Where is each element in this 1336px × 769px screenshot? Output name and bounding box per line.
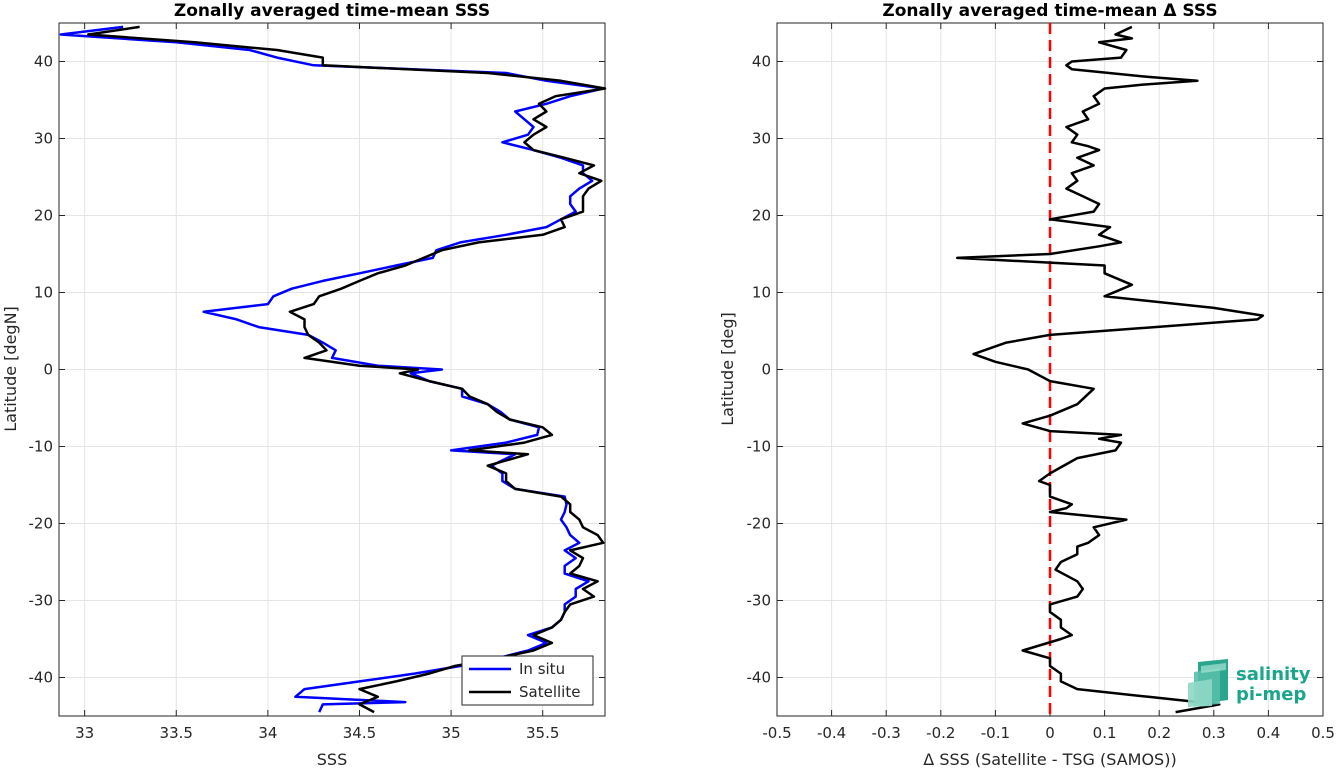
right-y-axis-label: Latitude [deg] <box>718 312 737 426</box>
x-tick-label: 35 <box>442 724 461 742</box>
x-tick-label: 0.5 <box>1311 724 1335 742</box>
legend-satellite-label: Satellite <box>519 683 580 701</box>
series-line-satellite <box>87 25 607 714</box>
legend-box <box>461 655 594 706</box>
x-tick-label: -0.5 <box>762 724 791 742</box>
x-tick-label: 33.5 <box>160 724 193 742</box>
left-x-axis-label: SSS <box>317 750 347 769</box>
y-tick-label: -20 <box>747 515 772 533</box>
right-panel-delta-sss: -0.5 -0.4 -0.3 -0.2 -0.1 0 0.1 0.2 0.3 0.4 0.5 -40 -… <box>718 1 1335 769</box>
y-tick-label: 0 <box>761 361 771 379</box>
x-tick-label: 34 <box>258 724 277 742</box>
left-panel-sss: 33 33.5 34 34.5 35 35.5-40-30-20-10010203040 … <box>1 1 607 769</box>
left-ticks: 33 33.5 34 34.5 35 35.5 -40 -30 -20 -10 0 10 20 30 40 <box>29 23 605 742</box>
y-tick-label: 30 <box>752 130 771 148</box>
left-series <box>59 25 607 714</box>
y-tick-label: -10 <box>29 438 54 456</box>
series-line-delta-sss <box>955 25 1265 714</box>
legend: In situ Satellite <box>461 655 594 706</box>
right-ticks: -0.5 -0.4 -0.3 -0.2 -0.1 0 0.1 0.2 0.3 0.4 0.5 -40 -… <box>747 23 1335 742</box>
right-x-axis-label: Δ SSS (Satellite - TSG (SAMOS)) <box>923 750 1176 769</box>
x-tick-label: -0.3 <box>872 724 901 742</box>
y-tick-label: -20 <box>29 515 54 533</box>
left-chart-title: Zonally averaged time-mean SSS <box>174 1 490 21</box>
right-series <box>955 25 1265 714</box>
series-line-in-situ <box>59 25 605 713</box>
y-tick-label: 10 <box>752 284 771 302</box>
left-y-axis-label: Latitude [degN] <box>1 306 20 432</box>
y-tick-label: -30 <box>29 592 54 610</box>
x-tick-label: 34.5 <box>343 724 376 742</box>
legend-insitu-label: In situ <box>519 660 565 678</box>
y-tick-label: 10 <box>34 284 53 302</box>
y-tick-label: 30 <box>34 130 53 148</box>
x-tick-label: 0.4 <box>1256 724 1280 742</box>
y-tick-label: -40 <box>747 669 772 687</box>
y-tick-label: 20 <box>752 207 771 225</box>
y-tick-label: 0 <box>43 361 53 379</box>
x-tick-label: 0.1 <box>1093 724 1117 742</box>
x-tick-label: -0.4 <box>817 724 846 742</box>
x-tick-label: 0.2 <box>1147 724 1171 742</box>
y-tick-label: 40 <box>752 53 771 71</box>
x-tick-label: 0.3 <box>1202 724 1226 742</box>
x-tick-label: 35.5 <box>526 724 559 742</box>
logo-text-salinity: salinity <box>1236 664 1311 685</box>
y-tick-label: 40 <box>34 53 53 71</box>
salinity-pi-mep-logo: salinity pi-mep <box>1188 659 1311 707</box>
x-tick-label: -0.2 <box>926 724 955 742</box>
y-tick-label: -30 <box>747 592 772 610</box>
x-tick-label: -0.1 <box>981 724 1010 742</box>
logo-text-pimep: pi-mep <box>1236 684 1306 705</box>
y-tick-label: 20 <box>34 207 53 225</box>
right-chart-title: Zonally averaged time-mean Δ SSS <box>882 1 1217 21</box>
x-tick-label: 33 <box>75 724 94 742</box>
x-tick-label: 0 <box>1045 724 1055 742</box>
y-tick-label: -40 <box>29 669 54 687</box>
y-tick-label: -10 <box>747 438 772 456</box>
logo-mark-icon <box>1188 659 1228 707</box>
left-grid <box>59 23 605 716</box>
